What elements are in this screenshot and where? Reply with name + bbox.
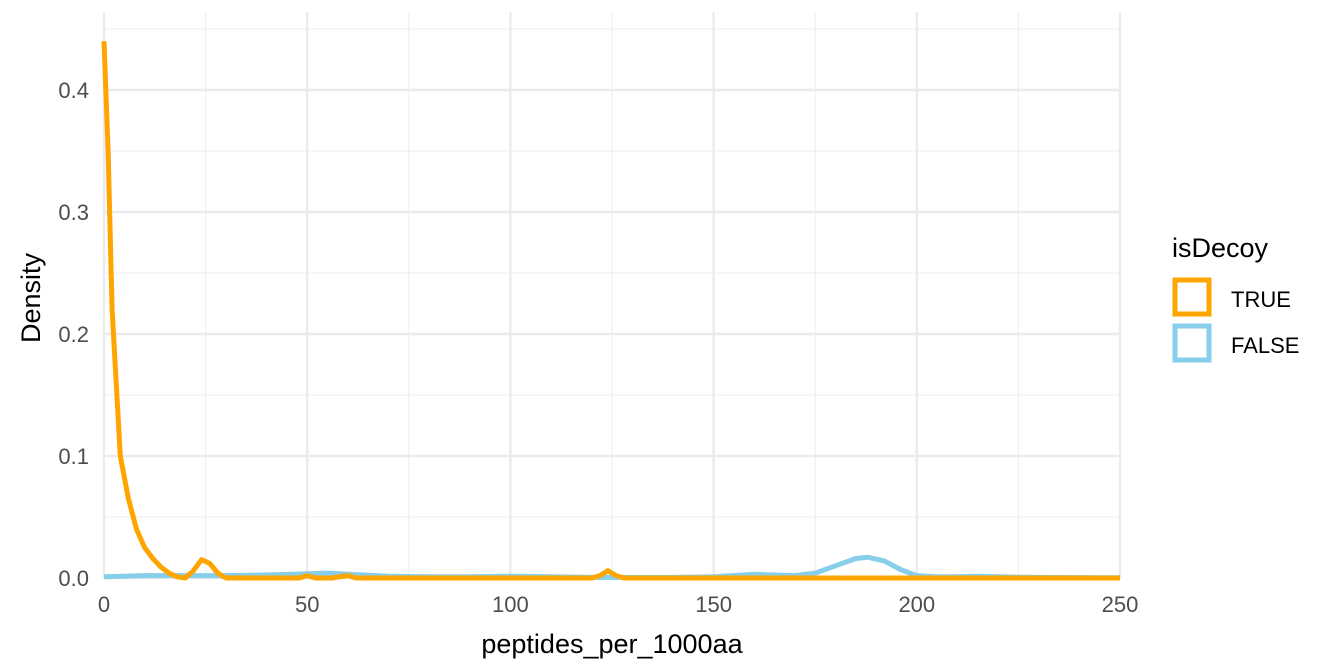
legend-key-true bbox=[1172, 277, 1212, 317]
x-tick-label: 250 bbox=[1102, 592, 1139, 617]
series-line-true bbox=[101, 41, 1120, 581]
x-tick-label: 200 bbox=[898, 592, 935, 617]
x-axis-ticks: 0 50 100 150 200 250 bbox=[98, 592, 1138, 617]
y-tick-label: 0.3 bbox=[58, 200, 89, 225]
y-axis-ticks: 0.0 0.1 0.2 0.3 0.4 bbox=[58, 78, 89, 591]
x-tick-label: 50 bbox=[295, 592, 319, 617]
density-lines bbox=[101, 41, 1121, 581]
legend-label-false: FALSE bbox=[1231, 333, 1299, 358]
x-tick-label: 150 bbox=[695, 592, 732, 617]
legend-key-false bbox=[1172, 323, 1212, 363]
x-tick-label: 100 bbox=[492, 592, 529, 617]
y-tick-label: 0.2 bbox=[58, 322, 89, 347]
legend-label-true: TRUE bbox=[1231, 287, 1291, 312]
y-tick-label: 0.0 bbox=[58, 566, 89, 591]
y-tick-label: 0.4 bbox=[58, 78, 89, 103]
legend: isDecoy TRUE FALSE bbox=[1172, 233, 1299, 363]
y-axis-title: Density bbox=[16, 252, 46, 343]
x-axis-title: peptides_per_1000aa bbox=[481, 629, 743, 659]
legend-title: isDecoy bbox=[1172, 233, 1269, 263]
y-tick-label: 0.1 bbox=[58, 444, 89, 469]
minor-gridlines bbox=[104, 12, 1120, 578]
x-tick-label: 0 bbox=[98, 592, 110, 617]
